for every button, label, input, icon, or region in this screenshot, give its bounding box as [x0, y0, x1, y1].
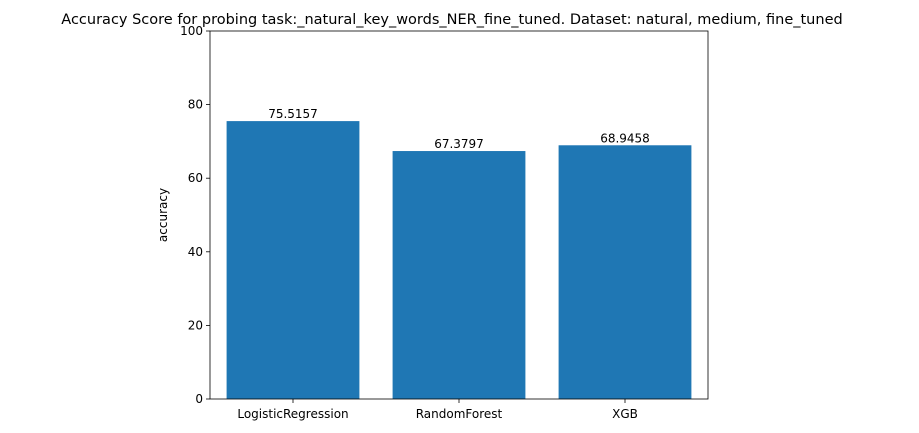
plot-area: 75.5157 LogisticRegression 67.3797 RandomFo… — [180, 24, 709, 421]
y-tick-label: 60 — [188, 171, 203, 185]
x-tick-label-logisticregression: LogisticRegression — [237, 407, 348, 421]
data-label-xgb: 68.9458 — [600, 131, 650, 145]
axes-frame — [209, 30, 709, 400]
x-tick-label-xgb: XGB — [612, 407, 638, 421]
bar-randomforest — [392, 151, 526, 399]
data-label-randomforest: 67.3797 — [434, 137, 484, 151]
y-tick-label: 80 — [188, 98, 203, 112]
y-tick-label: 40 — [188, 245, 203, 259]
bar-xgb — [558, 145, 692, 399]
chart-title: Accuracy Score for probing task:_natural… — [61, 12, 842, 28]
x-tick-label-randomforest: RandomForest — [416, 407, 503, 421]
data-label-logisticregression: 75.5157 — [268, 107, 318, 121]
bar-logisticregression — [226, 121, 360, 399]
y-axis-label: accuracy — [156, 188, 170, 242]
y-tick-label: 100 — [180, 24, 203, 38]
y-tick-label: 0 — [195, 392, 203, 406]
y-tick-label: 20 — [188, 318, 203, 332]
